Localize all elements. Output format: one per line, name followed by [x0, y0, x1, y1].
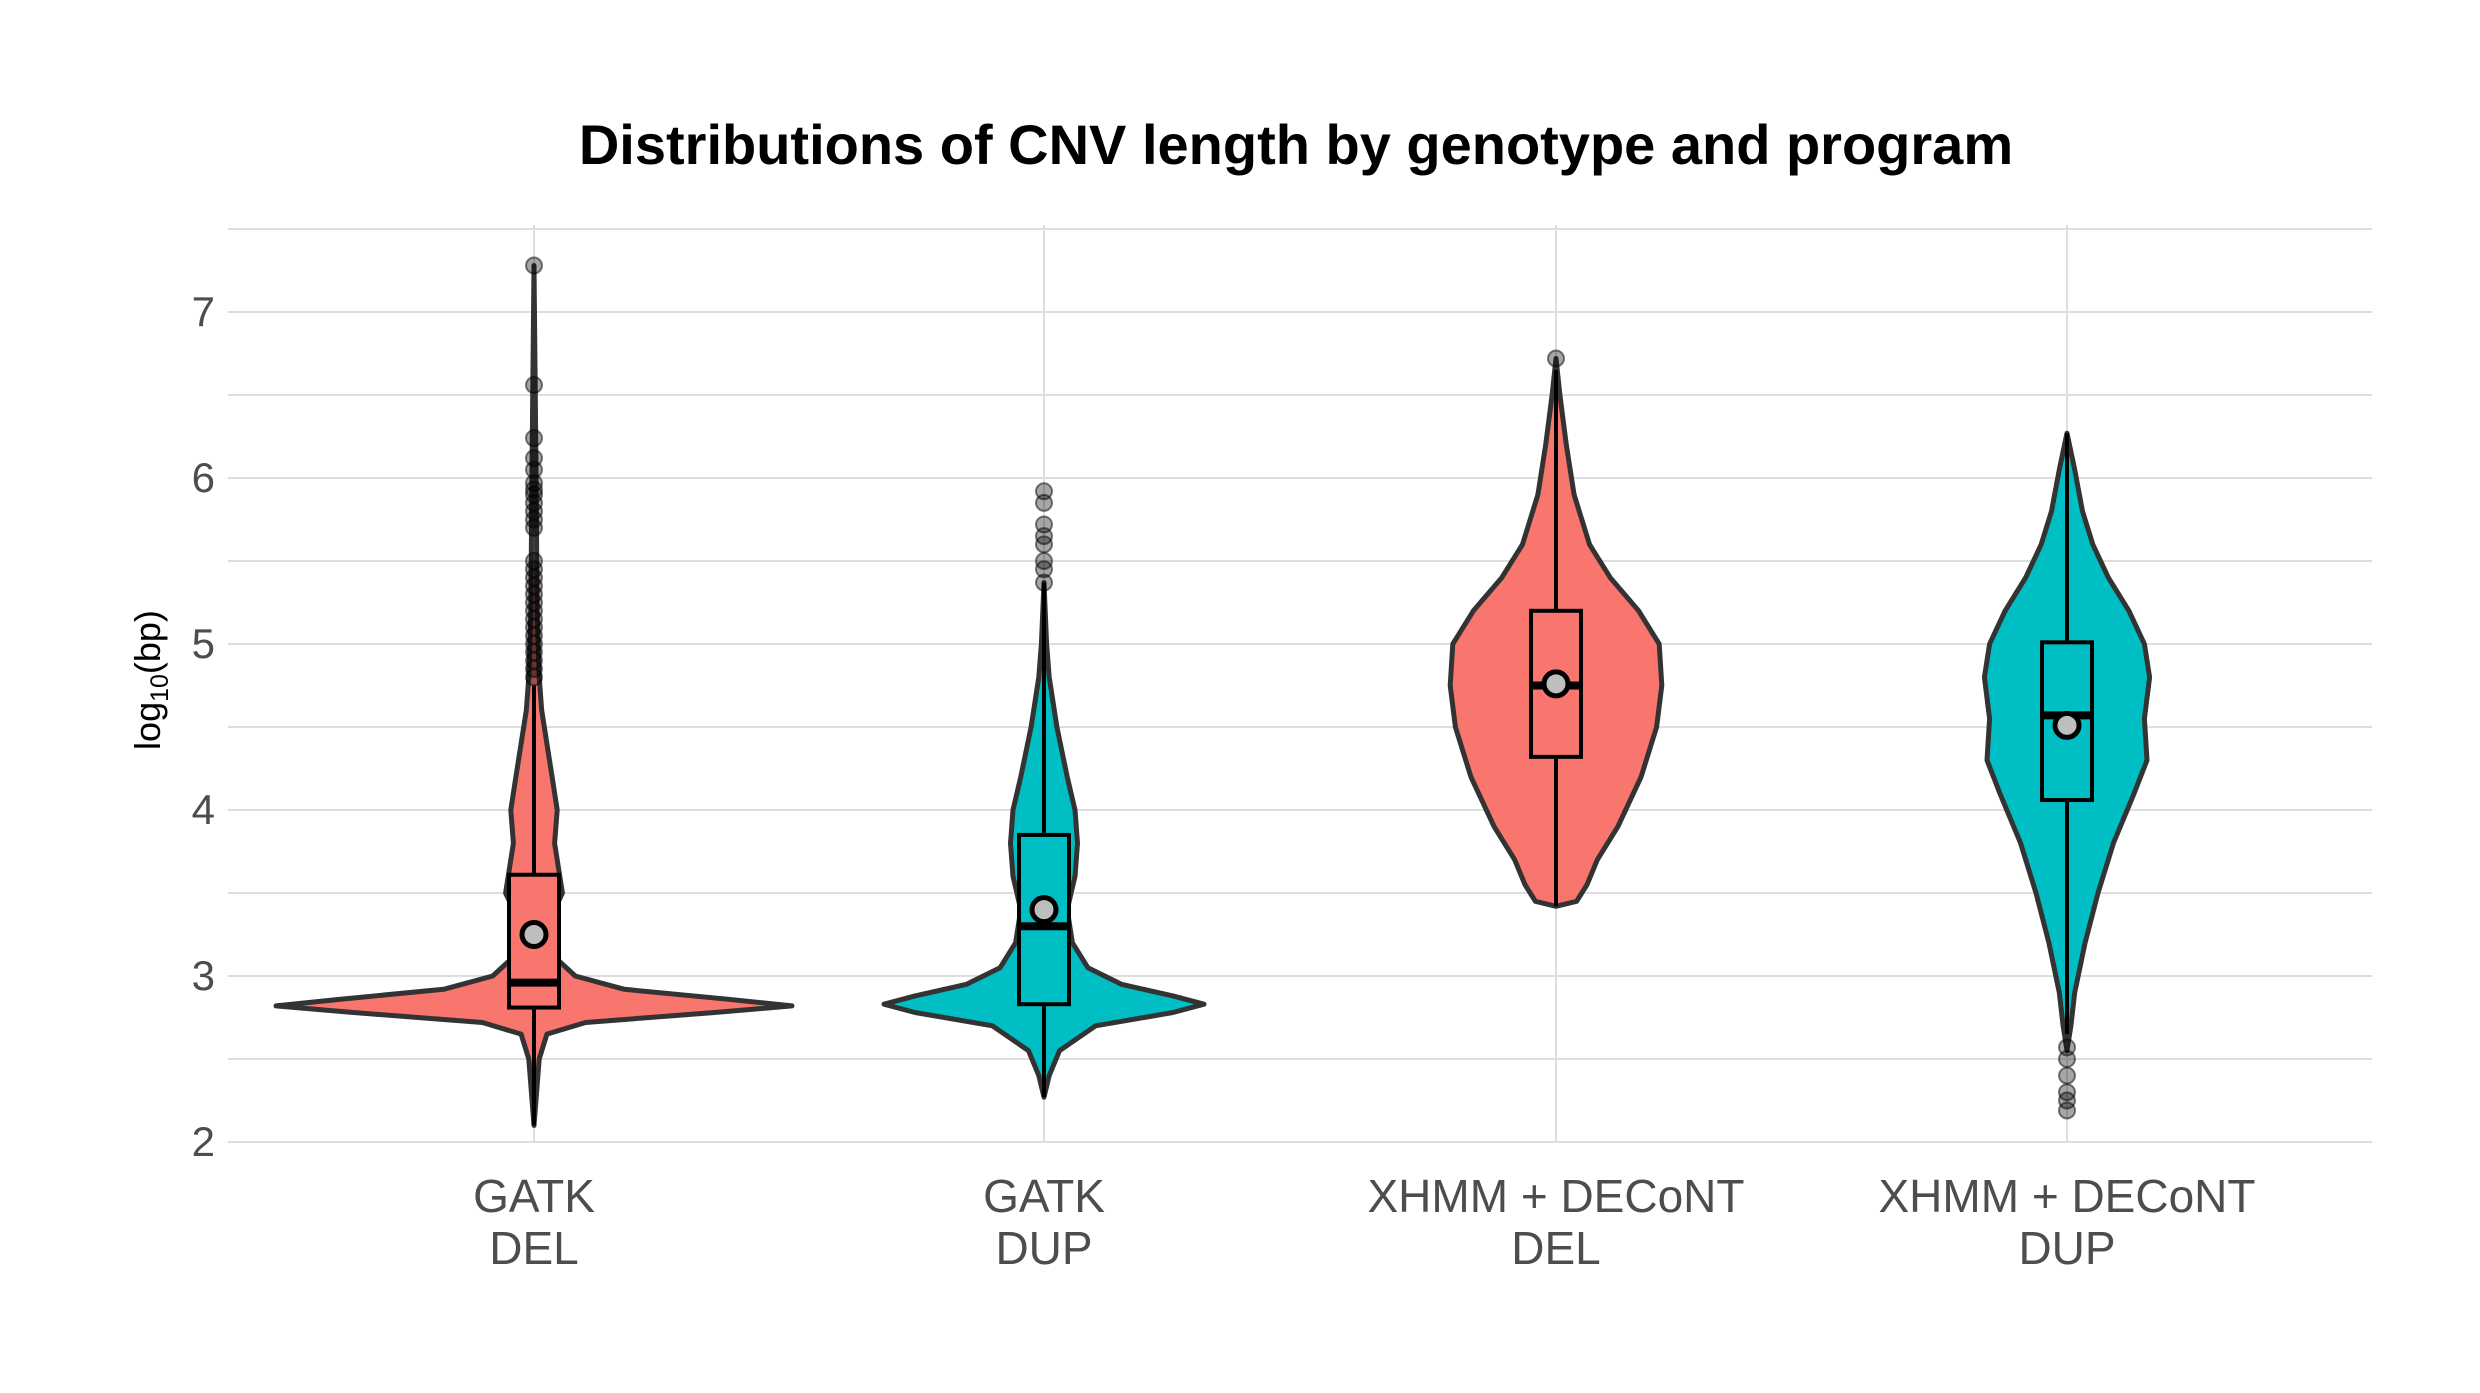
x-tick-label: XHMM + DECoNT: [1368, 1170, 1745, 1222]
violin-2: [881, 482, 1207, 1100]
y-tick-label: 4: [192, 786, 215, 833]
outlier-point: [525, 668, 543, 687]
violins: [273, 256, 2153, 1128]
outlier-point: [1035, 535, 1053, 554]
outlier-point: [525, 429, 543, 448]
outlier-point: [2058, 1066, 2076, 1085]
mean-point: [519, 920, 549, 949]
x-tick-label: DEL: [489, 1222, 578, 1274]
y-tick-label: 5: [192, 620, 215, 667]
x-tick-label: DEL: [1511, 1222, 1600, 1274]
outlier-point: [1547, 349, 1565, 368]
violin-3: [1447, 349, 1665, 909]
violin-1: [273, 256, 795, 1128]
x-tick-label: DUP: [995, 1222, 1092, 1274]
mean-point: [1541, 669, 1571, 699]
outlier-point: [1035, 560, 1053, 579]
mean-point: [2052, 710, 2082, 740]
x-tick-label: DUP: [2018, 1222, 2115, 1274]
y-axis-label: log10(bp): [127, 610, 174, 750]
mean-point: [1029, 895, 1059, 925]
outlier-point: [1035, 493, 1053, 512]
y-tick-label: 7: [192, 288, 215, 335]
violin-4: [1981, 430, 2153, 1120]
y-tick-label: 2: [192, 1118, 215, 1165]
chart-title: Distributions of CNV length by genotype …: [579, 113, 2013, 176]
y-tick-label: 6: [192, 454, 215, 501]
outlier-point: [525, 480, 543, 499]
outlier-point: [525, 460, 543, 479]
outlier-point: [2058, 1101, 2076, 1120]
outlier-point: [525, 518, 543, 537]
outlier-point: [525, 256, 543, 275]
x-tick-label: XHMM + DECoNT: [1879, 1170, 2256, 1222]
y-axis: 2 3 4 5 6 7: [192, 288, 215, 1165]
outlier-point: [525, 376, 543, 395]
outlier-point: [2058, 1050, 2076, 1068]
y-tick-label: 3: [192, 952, 215, 999]
x-tick-label: GATK: [473, 1170, 595, 1222]
x-tick-label: GATK: [983, 1170, 1105, 1222]
